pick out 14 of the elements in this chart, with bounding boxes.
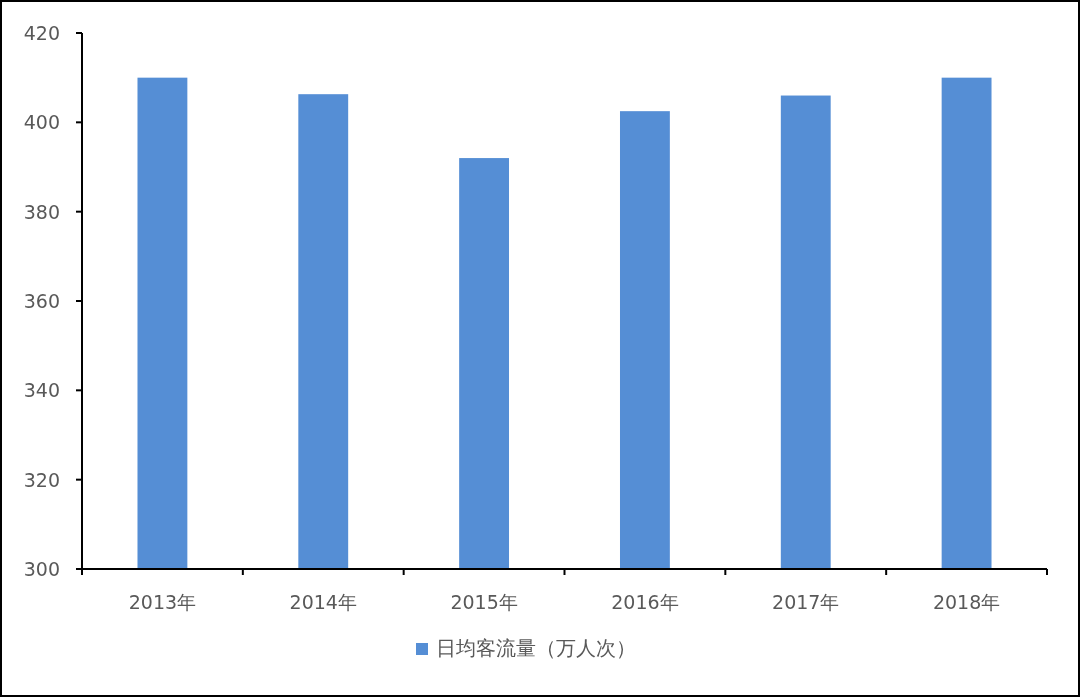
x-tick-label: 2017年 — [772, 591, 840, 613]
x-tick-label: 2014年 — [289, 591, 357, 613]
y-tick-label: 320 — [23, 468, 60, 491]
y-tick-label: 400 — [23, 111, 60, 134]
y-tick-label: 300 — [23, 558, 60, 580]
legend-label: 日均客流量（万人次） — [436, 636, 636, 660]
x-tick-label: 2018年 — [932, 591, 1001, 613]
y-tick-label: 420 — [23, 22, 60, 44]
x-tick-label: 2015年 — [450, 591, 518, 613]
x-tick-label: 2013年 — [128, 591, 197, 613]
y-tick-label: 360 — [23, 290, 60, 312]
y-tick-label: 380 — [23, 200, 60, 223]
y-tick-label: 340 — [23, 379, 60, 402]
x-tick-label: 2016年 — [611, 591, 679, 613]
